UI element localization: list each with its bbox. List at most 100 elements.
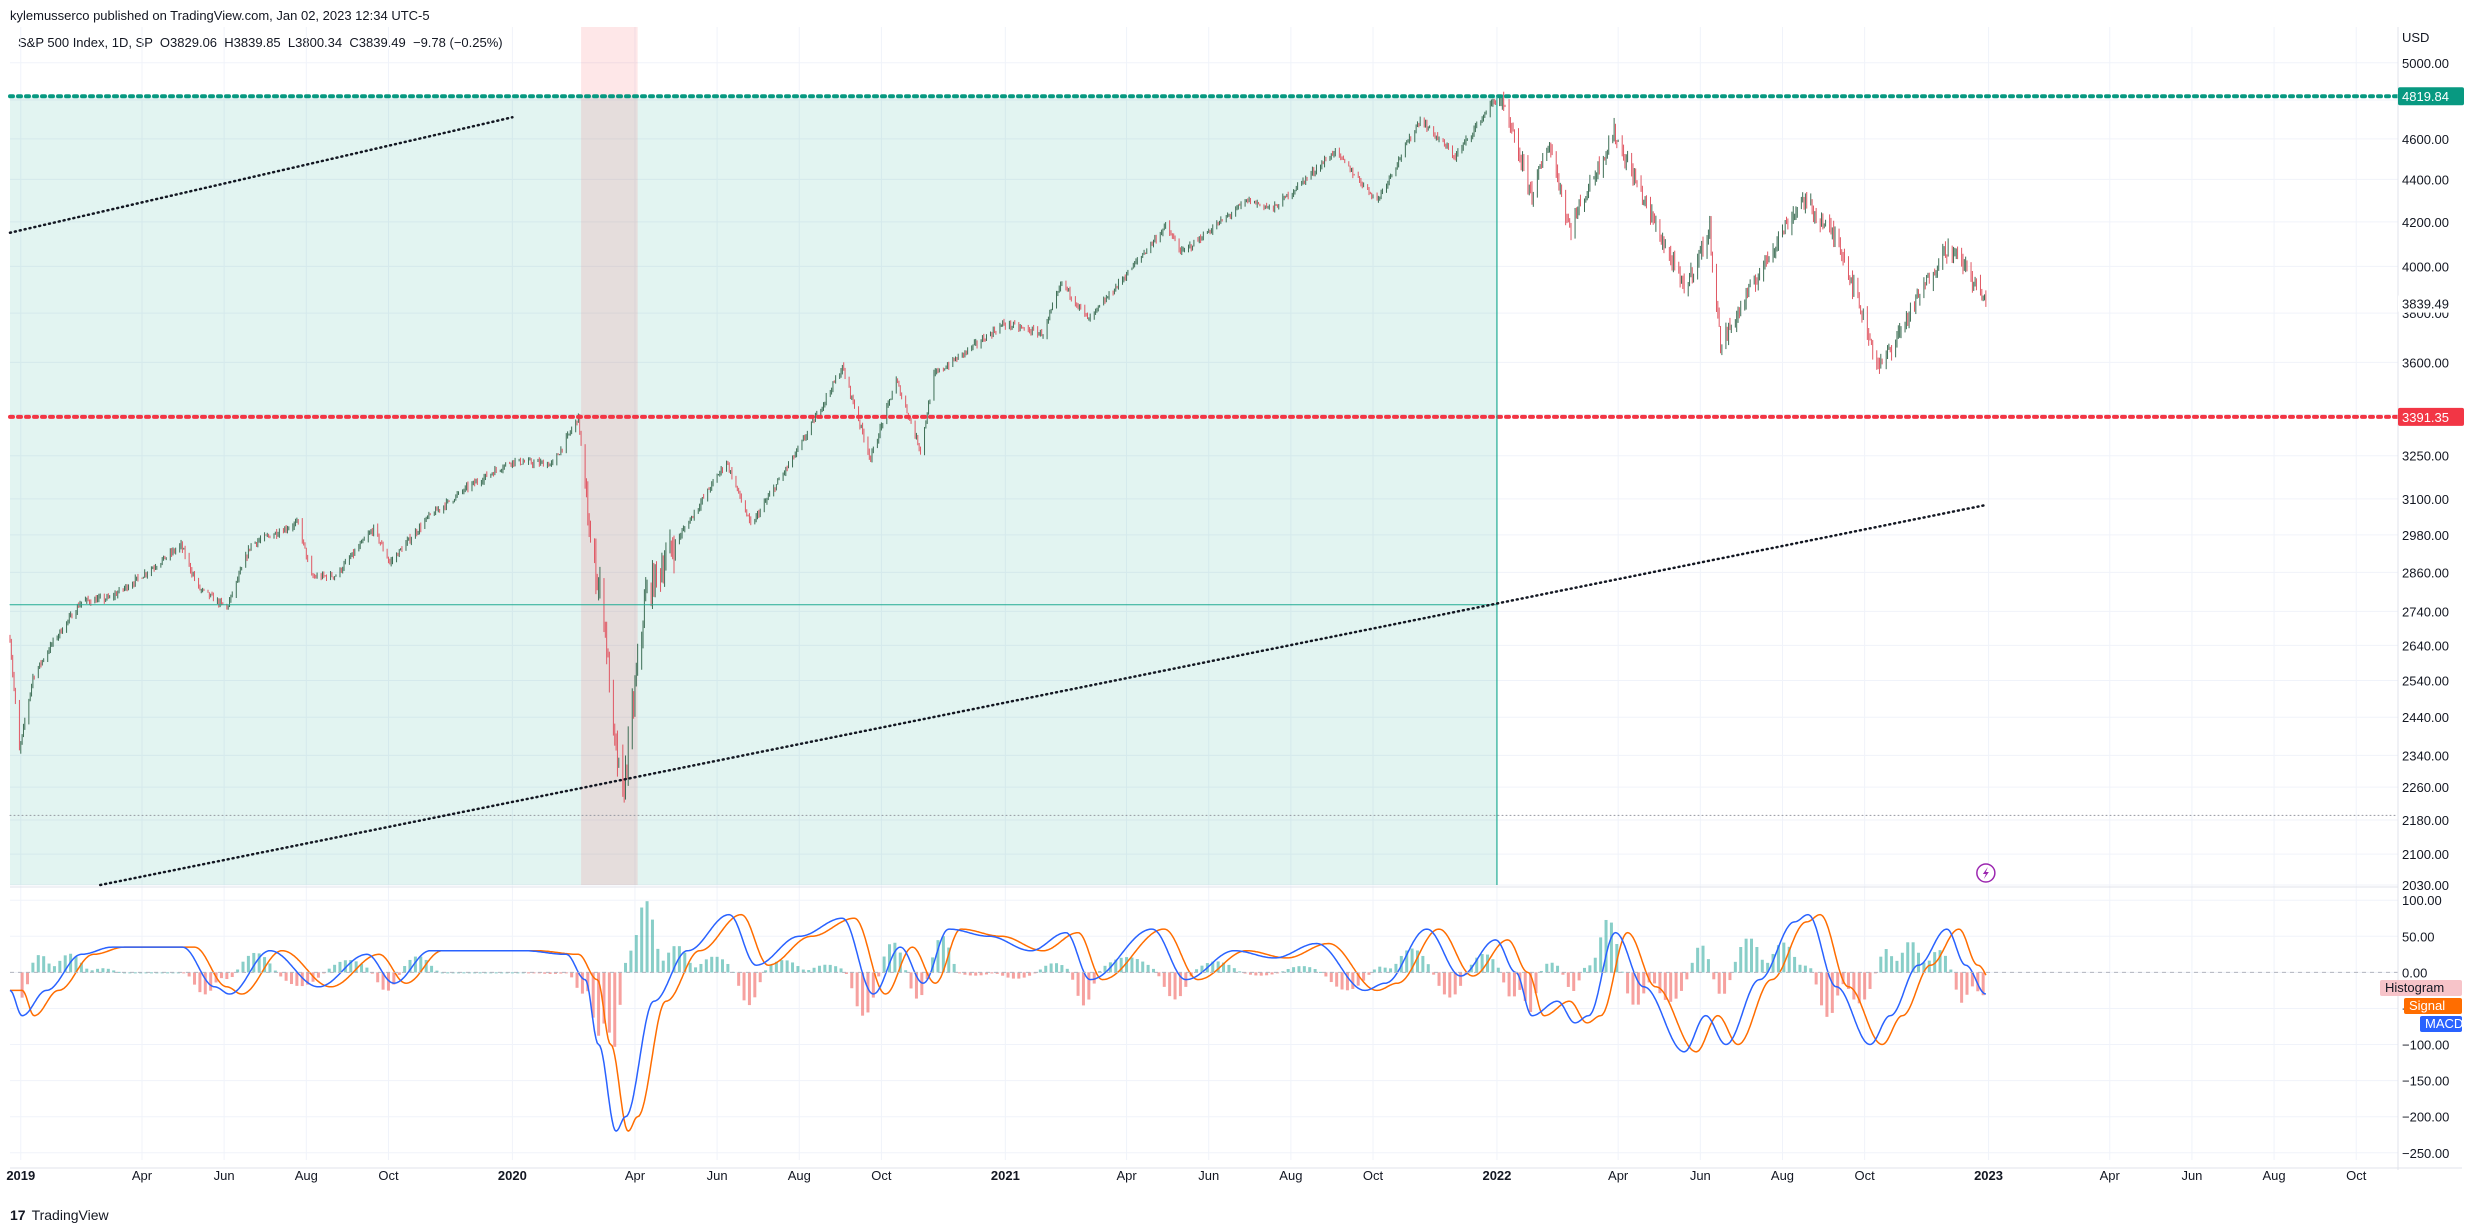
histogram-bar: [1022, 972, 1026, 978]
histogram-bar: [1911, 942, 1915, 973]
histogram-bar: [947, 947, 951, 973]
histogram-bar: [683, 952, 687, 973]
candles-group: [9, 91, 1987, 803]
legend-close-label: C: [349, 35, 359, 50]
histogram-bar: [1733, 961, 1737, 973]
histogram-bar: [198, 972, 202, 993]
histogram-bar: [1415, 950, 1419, 973]
histogram-bar: [1302, 966, 1306, 973]
histogram-bar: [1092, 972, 1096, 984]
histogram-bar: [688, 962, 692, 973]
histogram-bar: [295, 972, 299, 986]
macd-legend-histogram: Histogram: [2385, 980, 2444, 995]
histogram-bar: [289, 972, 293, 985]
histogram-bar: [1782, 942, 1786, 973]
support-price-tag-bg: [2398, 407, 2464, 426]
histogram-bar: [850, 972, 854, 989]
histogram-bar: [128, 972, 132, 974]
histogram-bar: [704, 959, 708, 973]
histogram-bar: [1582, 967, 1586, 973]
histogram-bar: [1049, 963, 1053, 973]
histogram-bar: [1259, 972, 1263, 976]
histogram-bar: [1232, 968, 1236, 973]
time-tick-label: Oct: [2346, 1168, 2367, 1183]
histogram-bar: [882, 956, 886, 973]
histogram-bar: [893, 942, 897, 973]
histogram-bar: [694, 967, 698, 973]
histogram-bar: [1954, 972, 1958, 990]
macd-legend-bg: [2420, 1016, 2462, 1032]
histogram-bar: [1437, 972, 1441, 986]
histogram-bar: [586, 972, 590, 992]
histogram-bar: [1141, 961, 1145, 973]
histogram-bar: [1071, 972, 1075, 980]
currency-label: USD: [2402, 30, 2429, 45]
histogram-bar: [995, 972, 999, 974]
histogram-bar: [1906, 942, 1910, 973]
histogram-bar: [1599, 937, 1603, 973]
histogram-bar: [1001, 972, 1005, 976]
histogram-bar: [1491, 959, 1495, 973]
histogram-bar: [1345, 972, 1349, 991]
histogram-bar: [52, 966, 56, 973]
histogram-bar: [1750, 938, 1754, 973]
histogram-bar: [1448, 972, 1452, 998]
histogram-bar: [548, 972, 552, 974]
time-tick-label: Aug: [1279, 1168, 1302, 1183]
macd-legend-signal: Signal: [2409, 998, 2445, 1013]
histogram-bar: [225, 972, 229, 980]
histogram-bar: [1195, 969, 1199, 973]
histogram-bar: [1297, 966, 1301, 973]
histogram-bar: [1717, 972, 1721, 994]
histogram-bar: [758, 972, 762, 983]
histogram-bar: [219, 972, 223, 979]
histogram-bar: [1453, 972, 1457, 995]
legend-high: 3839.85: [233, 35, 281, 50]
histogram-bar: [925, 972, 929, 980]
histogram-bar: [58, 960, 62, 973]
histogram-bar: [624, 962, 628, 973]
time-tick-label: Jun: [1198, 1168, 1219, 1183]
histogram-bar: [1319, 971, 1323, 973]
histogram-bar: [958, 972, 962, 974]
green-range-region: [10, 96, 1497, 885]
histogram-bar: [1405, 950, 1409, 973]
histogram-bar: [1243, 972, 1247, 974]
histogram-bar: [1760, 959, 1764, 973]
histogram-bar: [823, 964, 827, 973]
histogram-bar: [1507, 972, 1511, 997]
legend-symbol[interactable]: S&P 500 Index, 1D, SP: [18, 35, 153, 50]
histogram-bar: [1151, 968, 1155, 973]
axis-labels: USD5000.004800.004600.004400.004200.0040…: [6, 30, 2464, 1183]
histogram-bar: [1060, 965, 1064, 973]
histogram-bar: [1895, 960, 1899, 973]
histogram-bar: [1356, 972, 1360, 986]
histogram-bar: [1787, 946, 1791, 973]
time-tick-label: Aug: [295, 1168, 318, 1183]
price-tick-label: 3100.00: [2402, 492, 2449, 507]
histogram-bar: [785, 960, 789, 973]
histogram-bar: [1744, 938, 1748, 973]
histogram-bar: [1728, 972, 1732, 981]
histogram-bar: [392, 972, 396, 985]
histogram-bar: [1081, 972, 1085, 1006]
macd-tick-label: 50.00: [2402, 929, 2435, 944]
histogram-bar: [1706, 959, 1710, 973]
time-tick-label: 2022: [1482, 1168, 1511, 1183]
macd-legend-bg: [2380, 980, 2462, 996]
histogram-bar: [343, 960, 347, 973]
histogram-bar: [1157, 972, 1161, 977]
macd-tick-label: −200.00: [2402, 1110, 2449, 1125]
histogram-bar: [1588, 965, 1592, 973]
histogram-bar: [1335, 972, 1339, 987]
histogram-bar: [1178, 972, 1182, 997]
histogram-bar: [20, 972, 24, 998]
histogram-bar: [667, 952, 671, 973]
histogram-bar: [1098, 970, 1102, 973]
price-tick-label: 2030.00: [2402, 878, 2449, 893]
histogram-bar: [1820, 972, 1824, 1006]
histogram-bar: [661, 960, 665, 973]
histogram-bar: [349, 960, 353, 973]
histogram-bar: [1663, 972, 1667, 1000]
